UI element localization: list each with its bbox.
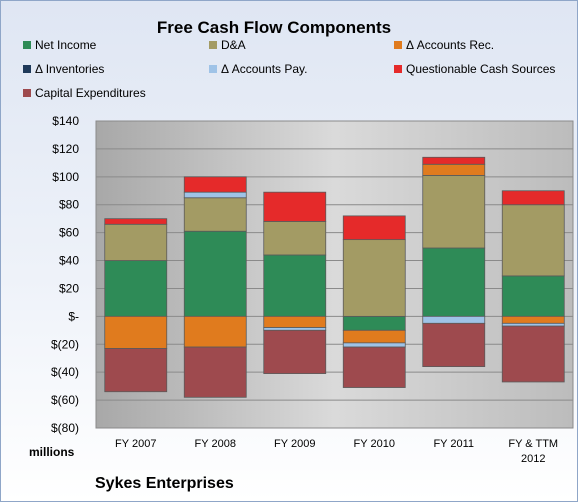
- bar-accounts-rec-fy-2011: [422, 163, 486, 176]
- legend-label-capital-expenditures: Capital Expenditures: [35, 86, 146, 100]
- legend-swatch-questionable-cash-sources: [394, 65, 402, 73]
- y-tick-label: $(40): [51, 365, 79, 379]
- bars: [104, 156, 565, 398]
- bar-accounts-rec-fy-ttm-2012: [501, 315, 565, 324]
- y-tick-label: $60: [59, 226, 79, 240]
- bar-d-a-fy-2009: [263, 221, 327, 256]
- bar-capital-expenditures-fy-2010: [342, 346, 406, 388]
- bar-accounts-pay-fy-2008: [183, 191, 247, 199]
- bar-accounts-pay-fy-2010: [342, 342, 406, 348]
- legend-swatch-net-income: [23, 41, 31, 49]
- y-tick-label: $(80): [51, 421, 79, 435]
- bar-net-income-fy-2011: [422, 247, 486, 317]
- bar-accounts-pay-fy-2011: [422, 315, 486, 324]
- legend-swatch-accounts-pay: [209, 65, 217, 73]
- y-axis: $(80) $(60) $(40) $(20) $- $20 $40 $60 $80 $100 $1…: [51, 114, 79, 435]
- y-tick-label: $120: [52, 142, 79, 156]
- bar-questionable-cash-sources-fy-2007: [104, 218, 168, 225]
- legend-label-net-income: Net Income: [35, 38, 97, 52]
- bar-accounts-pay-fy-2009: [263, 327, 327, 331]
- legend-label-accounts-pay: Δ Accounts Pay.: [221, 62, 308, 76]
- bar-questionable-cash-sources-fy-2009: [263, 191, 327, 222]
- bar-questionable-cash-sources-fy-2008: [183, 176, 247, 193]
- bar-capital-expenditures-fy-2008: [183, 346, 247, 398]
- bar-capital-expenditures-fy-2011: [422, 322, 486, 368]
- bar-accounts-rec-fy-2007: [104, 315, 168, 349]
- y-tick-label: $140: [52, 114, 79, 128]
- bar-net-income-fy-2010: [342, 315, 406, 331]
- chart-title: Free Cash Flow Components: [157, 18, 391, 37]
- x-tick-label: FY 2011: [433, 438, 474, 450]
- legend-label-inventories: Δ Inventories: [35, 62, 104, 76]
- x-axis: FY 2007 FY 2008 FY 2009 FY 2010 FY 2011 FY & …: [115, 438, 558, 465]
- legend: Net Income D&A Δ Accounts Rec. Δ Inventorie…: [23, 38, 555, 100]
- y-tick-label: $-: [68, 309, 79, 323]
- x-tick-label: FY & TTM 2012: [508, 438, 558, 465]
- x-tick-label: FY 2008: [195, 438, 236, 450]
- bar-accounts-rec-fy-2008: [183, 315, 247, 348]
- legend-swatch-accounts-rec: [394, 41, 402, 49]
- bar-d-a-fy-ttm-2012: [501, 204, 565, 277]
- legend-swatch-capital-expenditures: [23, 89, 31, 97]
- bar-net-income-fy-2009: [263, 254, 327, 317]
- units-label: millions: [29, 445, 75, 459]
- bar-d-a-fy-2007: [104, 223, 168, 261]
- y-tick-label: $(60): [51, 393, 79, 407]
- bar-accounts-rec-fy-2009: [263, 315, 327, 328]
- y-tick-label: $20: [59, 281, 79, 295]
- bar-net-income-fy-ttm-2012: [501, 275, 565, 317]
- y-tick-label: $80: [59, 198, 79, 212]
- y-tick-label: $(20): [51, 337, 79, 351]
- bar-net-income-fy-2008: [183, 230, 247, 317]
- x-tick-label: FY 2010: [354, 438, 395, 450]
- bar-accounts-rec-fy-2010: [342, 329, 406, 344]
- bar-net-income-fy-2007: [104, 260, 168, 317]
- bar-d-a-fy-2008: [183, 197, 247, 232]
- legend-label-questionable-cash-sources: Questionable Cash Sources: [406, 62, 555, 76]
- gridlines: [96, 120, 573, 429]
- legend-swatch-inventories: [23, 65, 31, 73]
- bar-questionable-cash-sources-fy-ttm-2012: [501, 190, 565, 206]
- bar-capital-expenditures-fy-2009: [263, 329, 327, 374]
- bar-questionable-cash-sources-fy-2010: [342, 215, 406, 241]
- plot-area: [95, 120, 574, 429]
- x-tick-label: FY 2007: [115, 438, 156, 450]
- legend-label-d-a: D&A: [221, 38, 246, 52]
- bar-d-a-fy-2011: [422, 175, 486, 249]
- bar-accounts-pay-fy-ttm-2012: [501, 322, 565, 327]
- legend-label-accounts-rec: Δ Accounts Rec.: [406, 38, 494, 52]
- bar-capital-expenditures-fy-ttm-2012: [501, 325, 565, 383]
- legend-swatch-d-a: [209, 41, 217, 49]
- company-name: Sykes Enterprises: [95, 475, 234, 492]
- y-tick-label: $100: [52, 170, 79, 184]
- bar-questionable-cash-sources-fy-2011: [422, 156, 486, 165]
- y-tick-label: $40: [59, 254, 79, 268]
- bar-d-a-fy-2010: [342, 239, 406, 317]
- x-tick-label: FY 2009: [274, 438, 315, 450]
- bar-capital-expenditures-fy-2007: [104, 348, 168, 393]
